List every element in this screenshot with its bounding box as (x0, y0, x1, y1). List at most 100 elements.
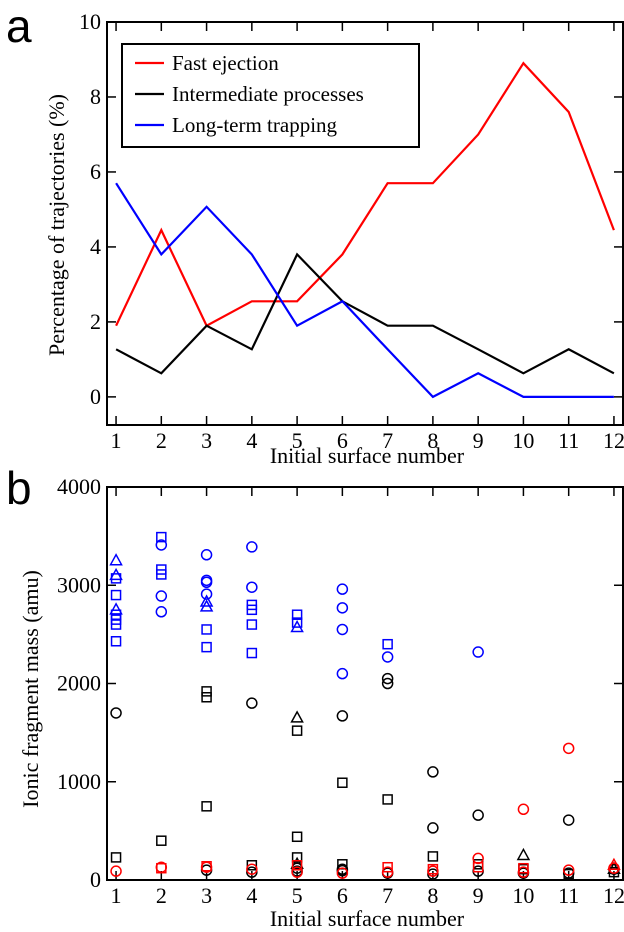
panel-a-x-tick-label-12: 12 (603, 428, 624, 453)
panel-b-y-tick-label-1000: 1000 (57, 769, 101, 794)
point-blue-square-12 (246, 604, 258, 616)
point-black-square-12 (427, 851, 439, 862)
point-black-circle-5 (427, 766, 439, 778)
point-blue-square-9 (201, 624, 212, 635)
panel-b-y-tick-label-4000: 4000 (57, 474, 101, 499)
panel-b-x-tick-label-12: 12 (603, 883, 624, 908)
panel-a-x-tick-label-9: 9 (473, 428, 484, 453)
panel-b-x-tick-label-10: 10 (512, 883, 534, 908)
point-blue-circle-10 (336, 602, 349, 614)
point-red-square-6 (518, 862, 529, 874)
point-blue-triangle-5 (290, 619, 304, 633)
point-blue-circle-9 (336, 583, 349, 595)
panel-b-x-tick-label-1: 1 (111, 883, 122, 908)
panel-a-x-tick-label-5: 5 (292, 428, 303, 453)
point-black-square-8 (291, 852, 303, 863)
point-black-circle-10 (246, 866, 258, 878)
point-blue-square-8 (156, 569, 167, 580)
point-red-circle-9 (517, 803, 530, 816)
point-blue-square-1 (110, 589, 122, 601)
point-black-square-1 (156, 835, 167, 846)
point-red-circle-3 (246, 863, 258, 875)
panel-b-plot-frame (106, 486, 624, 881)
point-red-square-5 (472, 861, 484, 873)
series-line-long-term-trapping (115, 182, 614, 399)
point-black-circle-1 (246, 697, 258, 709)
point-red-circle-0 (110, 865, 122, 877)
panel-a-y-tick-label-8: 8 (90, 84, 101, 109)
panel-a-x-tick-label-8: 8 (427, 428, 438, 453)
point-black-circle-0 (110, 707, 122, 719)
panel-b-x-tick-label-5: 5 (292, 883, 303, 908)
panel-b-x-tick-label-7: 7 (382, 883, 393, 908)
point-black-circle-3 (381, 672, 394, 685)
point-red-circle-12 (562, 864, 575, 876)
point-black-circle-8 (562, 814, 575, 826)
point-red-circle-11 (562, 742, 575, 755)
point-blue-circle-11 (336, 623, 349, 636)
point-black-circle-7 (472, 809, 484, 821)
point-blue-square-13 (246, 619, 258, 630)
panel-a-x-tick-label-3: 3 (201, 428, 212, 453)
point-blue-triangle-0 (109, 553, 123, 566)
panel-a-y-tick-label-0: 0 (90, 384, 101, 409)
point-black-square-2 (201, 686, 212, 697)
point-black-square-4 (201, 801, 212, 812)
panel-b-x-tick-label-4: 4 (246, 883, 257, 908)
point-red-square-1 (201, 860, 212, 872)
panel-b-x-tick-label-2: 2 (156, 883, 167, 908)
point-black-triangle-0 (290, 710, 304, 723)
panel-a-x-tick-label-2: 2 (156, 428, 167, 453)
panel-b-y-axis-label: Ionic fragment mass (amu) (18, 570, 43, 808)
panel-a-y-axis-label: Percentage of trajectories (%) (44, 94, 69, 356)
point-black-square-7 (291, 831, 303, 843)
panel-a-y-tick-label-4: 4 (90, 234, 101, 259)
panel-a-y-tick-label-6: 6 (90, 159, 101, 184)
legend-box (121, 43, 420, 148)
point-black-square-9 (337, 777, 348, 788)
point-black-square-3 (201, 692, 212, 703)
point-blue-circle-1 (155, 590, 168, 602)
panel-a-y-tick-label-2: 2 (90, 309, 101, 334)
point-black-circle-6 (427, 822, 439, 834)
point-red-square-0 (156, 862, 167, 874)
point-blue-square-14 (246, 647, 258, 659)
panel-b-x-tick-label-11: 11 (558, 883, 579, 908)
legend-label-intermediate-processes: Intermediate processes (172, 82, 364, 106)
panel-a-plot-frame (106, 21, 624, 426)
panel-a-x-tick-label-10: 10 (512, 428, 534, 453)
point-red-square-4 (427, 863, 439, 875)
point-red-circle-5 (336, 867, 349, 879)
point-black-square-6 (291, 725, 303, 736)
panel-b-y-tick-label-3000: 3000 (57, 572, 101, 597)
point-blue-square-5 (110, 636, 122, 647)
panel-a-legend: Fast ejection Intermediate processes Long-… (121, 43, 420, 148)
series-line-fast-ejection (115, 61, 615, 328)
point-black-circle-2 (336, 710, 349, 722)
point-blue-triangle-4 (199, 599, 214, 612)
point-blue-circle-14 (472, 646, 484, 658)
point-blue-square-16 (291, 617, 303, 628)
panel-a-letter: a (6, 0, 32, 52)
point-blue-circle-0 (155, 539, 168, 551)
point-black-triangle-1 (290, 856, 304, 870)
panel-a-x-tick-label-6: 6 (337, 428, 348, 453)
point-blue-circle-2 (155, 606, 168, 618)
panel-a-x-tick-label-1: 1 (111, 428, 122, 453)
panel-b-x-tick-label-6: 6 (337, 883, 348, 908)
point-red-circle-8 (472, 852, 484, 865)
panel-b-x-tick-label-3: 3 (201, 883, 212, 908)
point-blue-triangle-2 (109, 602, 123, 615)
point-red-triangle-0 (607, 857, 621, 871)
point-blue-square-10 (201, 641, 212, 653)
point-red-square-2 (291, 860, 303, 871)
point-blue-circle-7 (246, 541, 258, 553)
point-red-square-3 (382, 861, 393, 873)
panel-a-y-tick-label-10: 10 (79, 9, 101, 34)
panel-a-x-tick-label-7: 7 (382, 428, 393, 453)
